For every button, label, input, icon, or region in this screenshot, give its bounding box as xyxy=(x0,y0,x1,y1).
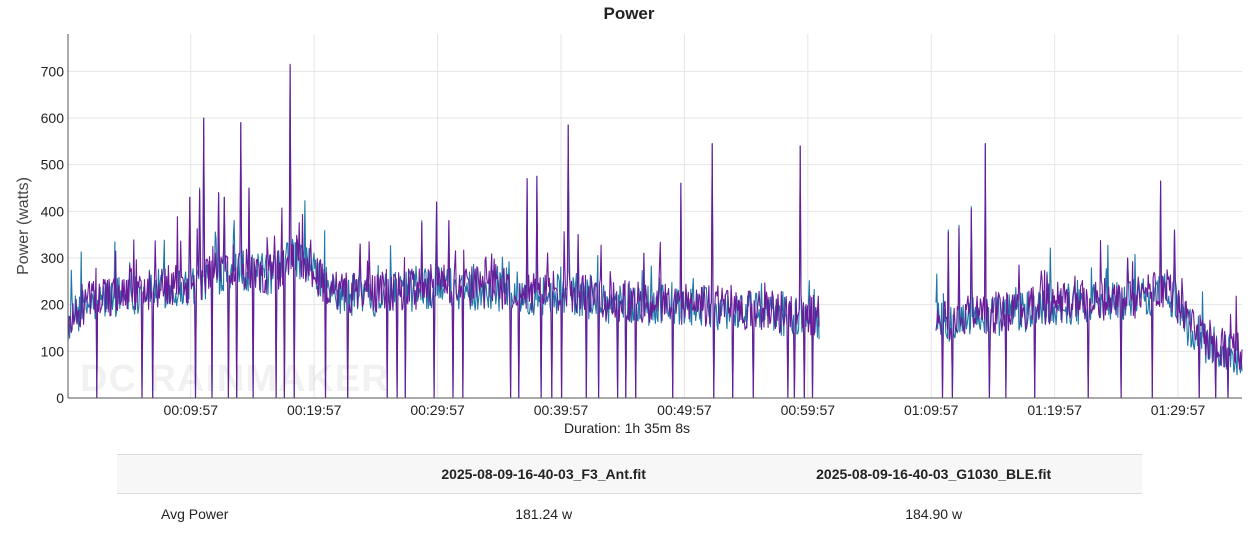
x-axis-label: Duration: 1h 35m 8s xyxy=(564,420,690,436)
y-tick-label: 300 xyxy=(41,250,65,266)
x-tick-label: 01:19:57 xyxy=(1027,402,1082,418)
stats-value-file-2: 184.90 w xyxy=(725,494,1142,534)
stats-value-file-1: 181.24 w xyxy=(362,494,725,534)
stats-header-file-1: 2025-08-09-16-40-03_F3_Ant.fit xyxy=(362,455,725,494)
x-tick-labels: 00:09:57 00:19:57 00:29:57 00:39:57 00:49:57… xyxy=(164,402,1206,418)
stats-row-avg-power: Avg Power 181.24 w 184.90 w xyxy=(117,494,1142,534)
x-tick-label: 00:19:57 xyxy=(287,402,342,418)
grid-lines xyxy=(68,34,1242,398)
y-tick-labels: 0 100 200 300 400 500 600 700 xyxy=(41,63,65,406)
y-tick-label: 200 xyxy=(41,297,65,313)
y-tick-label: 0 xyxy=(56,390,64,406)
stats-header-row: 2025-08-09-16-40-03_F3_Ant.fit 2025-08-0… xyxy=(117,455,1142,494)
y-tick-label: 600 xyxy=(41,110,65,126)
y-tick-label: 400 xyxy=(41,203,65,219)
stats-row-label: Avg Power xyxy=(117,494,362,534)
y-tick-label: 700 xyxy=(41,63,65,79)
x-tick-label: 01:09:57 xyxy=(904,402,959,418)
stats-header-blank xyxy=(117,455,362,494)
watermark: DC RAINMAKER xyxy=(80,358,390,401)
axes xyxy=(68,34,1242,398)
y-tick-label: 100 xyxy=(41,343,65,359)
stats-header-file-2: 2025-08-09-16-40-03_G1030_BLE.fit xyxy=(725,455,1142,494)
y-tick-label: 500 xyxy=(41,157,65,173)
x-tick-label: 00:49:57 xyxy=(657,402,712,418)
x-tick-label: 00:39:57 xyxy=(534,402,589,418)
x-tick-label: 00:09:57 xyxy=(164,402,219,418)
chart-title: Power xyxy=(603,4,654,23)
y-axis-label: Power (watts) xyxy=(15,177,32,275)
stats-table: 2025-08-09-16-40-03_F3_Ant.fit 2025-08-0… xyxy=(117,454,1142,534)
series-1-line xyxy=(68,67,819,398)
x-tick-label: 01:29:57 xyxy=(1151,402,1206,418)
series-2-line xyxy=(68,64,819,398)
series-layer xyxy=(68,64,1242,398)
series-2-line xyxy=(936,144,1242,398)
x-tick-label: 00:29:57 xyxy=(410,402,465,418)
x-tick-label: 00:59:57 xyxy=(781,402,836,418)
